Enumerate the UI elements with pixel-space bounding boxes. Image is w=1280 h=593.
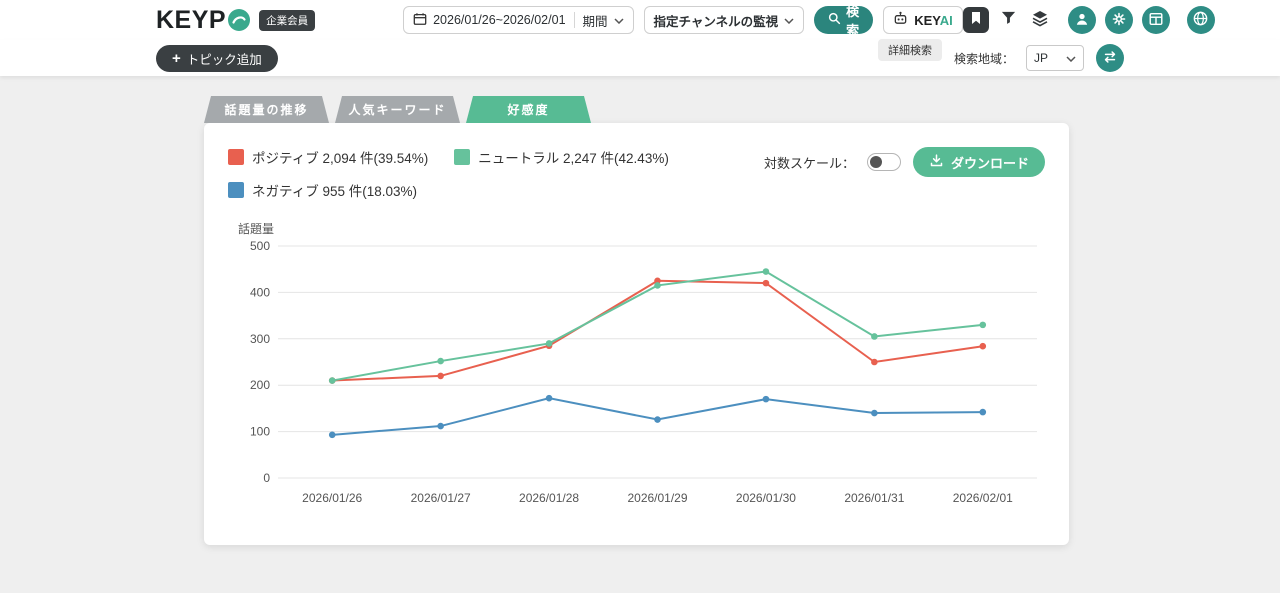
calendar-icon	[413, 12, 427, 29]
toolbar: + トピック追加 詳細検索 検索地域： JP	[0, 39, 1280, 76]
sentiment-panel: ポジティブ 2,094 件(39.54%) ニュートラル 2,247 件(42.…	[204, 123, 1069, 545]
svg-text:話題量: 話題量	[238, 221, 274, 236]
bookmark-icon	[970, 11, 982, 30]
settings-button[interactable]	[1104, 6, 1133, 34]
chevron-down-icon	[784, 13, 794, 27]
search-button-label: 検索	[846, 4, 860, 38]
sentiment-line-chart: 0 100 200 300 400 500 話題量 2026/01/26 2026/01/27 2…	[238, 221, 1037, 505]
top-bar: KEYP 企業会員 2026/01/26~2026/02/01 期間 指定チャン…	[0, 0, 1280, 40]
main-content: 話題量の推移 人気キーワード 好感度 ポジティブ 2,094 件(39.54%)…	[0, 76, 1280, 545]
logo-o-icon	[228, 9, 251, 31]
keyai-label-key: KEY	[914, 12, 940, 28]
keypo-logo: KEYP 企業会員	[156, 5, 316, 35]
svg-text:300: 300	[250, 332, 270, 346]
legend-label-negative: ネガティブ 955 件(18.03%)	[252, 184, 417, 199]
date-range-value: 2026/01/26~2026/02/01	[433, 13, 566, 27]
search-icon	[828, 12, 841, 28]
bookmark-button[interactable]	[962, 7, 989, 33]
legend-item-neutral: ニュートラル 2,247 件(42.43%)	[454, 147, 669, 167]
legend-label-positive: ポジティブ 2,094 件(39.54%)	[252, 151, 429, 166]
region-select[interactable]: JP	[1026, 45, 1084, 71]
search-button[interactable]: 検索	[814, 4, 874, 38]
plus-icon: +	[172, 49, 181, 67]
svg-text:2026/01/27: 2026/01/27	[411, 491, 471, 505]
chart-tabs: 話題量の推移 人気キーワード 好感度	[204, 96, 1124, 123]
legend-label-neutral: ニュートラル 2,247 件(42.43%)	[478, 151, 669, 166]
svg-text:2026/01/26: 2026/01/26	[302, 491, 362, 505]
legend-item-negative: ネガティブ 955 件(18.03%)	[228, 180, 428, 200]
robot-icon	[893, 11, 908, 29]
svg-text:100: 100	[250, 425, 270, 439]
period-label: 期間	[582, 14, 608, 29]
tab-popular-keywords[interactable]: 人気キーワード	[335, 96, 460, 123]
svg-text:2026/01/31: 2026/01/31	[844, 491, 904, 505]
board-icon	[1148, 11, 1164, 30]
funnel-icon	[1000, 9, 1017, 31]
chart-area: 0 100 200 300 400 500 話題量 2026/01/26 2026/01/27 2…	[228, 216, 1045, 521]
svg-text:2026/01/29: 2026/01/29	[627, 491, 687, 505]
svg-text:400: 400	[250, 285, 270, 299]
keyai-label-ai: AI	[939, 12, 953, 28]
chart-legend: ポジティブ 2,094 件(39.54%) ニュートラル 2,247 件(42.…	[228, 147, 669, 200]
add-topic-label: トピック追加	[186, 52, 262, 67]
legend-swatch-positive	[228, 149, 244, 165]
layers-button[interactable]	[1029, 9, 1051, 31]
tab-sentiment[interactable]: 好感度	[466, 96, 591, 123]
tab-topic-volume[interactable]: 話題量の推移	[204, 96, 329, 123]
legend-swatch-negative	[228, 182, 244, 198]
detail-search-link[interactable]: 詳細検索	[877, 39, 942, 61]
toggle-knob	[869, 155, 882, 168]
download-button[interactable]: ダウンロード	[912, 147, 1045, 177]
date-range-picker[interactable]: 2026/01/26~2026/02/01 期間	[403, 6, 634, 34]
svg-text:2026/02/01: 2026/02/01	[953, 491, 1013, 505]
channel-monitor-label: 指定チャンネルの監視	[653, 14, 779, 29]
legend-swatch-neutral	[454, 149, 471, 165]
download-button-label: ダウンロード	[950, 155, 1029, 171]
globe-icon	[1192, 10, 1209, 30]
person-icon	[1074, 11, 1090, 30]
layers-icon	[1031, 9, 1049, 32]
filter-button[interactable]	[998, 9, 1020, 31]
chevron-down-icon	[1066, 51, 1076, 65]
member-badge: 企業会員	[259, 9, 316, 31]
keyai-button[interactable]: KEYAI	[883, 6, 963, 34]
channel-monitor-select[interactable]: 指定チャンネルの監視	[643, 6, 805, 34]
svg-text:0: 0	[263, 471, 270, 485]
download-icon	[929, 153, 944, 171]
chevron-down-icon	[614, 13, 624, 27]
svg-text:200: 200	[250, 378, 270, 392]
divider	[573, 12, 575, 28]
region-select-value: JP	[1034, 51, 1049, 65]
compare-regions-button[interactable]	[1096, 44, 1124, 72]
log-scale-label: 対数スケール：	[763, 155, 855, 171]
add-topic-button[interactable]: + トピック追加	[156, 44, 278, 72]
svg-text:2026/01/28: 2026/01/28	[519, 491, 579, 505]
region-label: 検索地域：	[953, 51, 1014, 66]
svg-text:500: 500	[250, 239, 270, 253]
language-button[interactable]	[1186, 6, 1215, 34]
legend-item-positive: ポジティブ 2,094 件(39.54%)	[228, 147, 428, 167]
dashboard-button[interactable]	[1141, 6, 1170, 34]
svg-text:2026/01/30: 2026/01/30	[736, 491, 796, 505]
swap-arrows-icon	[1102, 49, 1118, 68]
account-button[interactable]	[1067, 6, 1096, 34]
gear-icon	[1111, 11, 1127, 30]
log-scale-toggle[interactable]	[866, 153, 901, 171]
logo-text: KEYP	[156, 5, 227, 34]
